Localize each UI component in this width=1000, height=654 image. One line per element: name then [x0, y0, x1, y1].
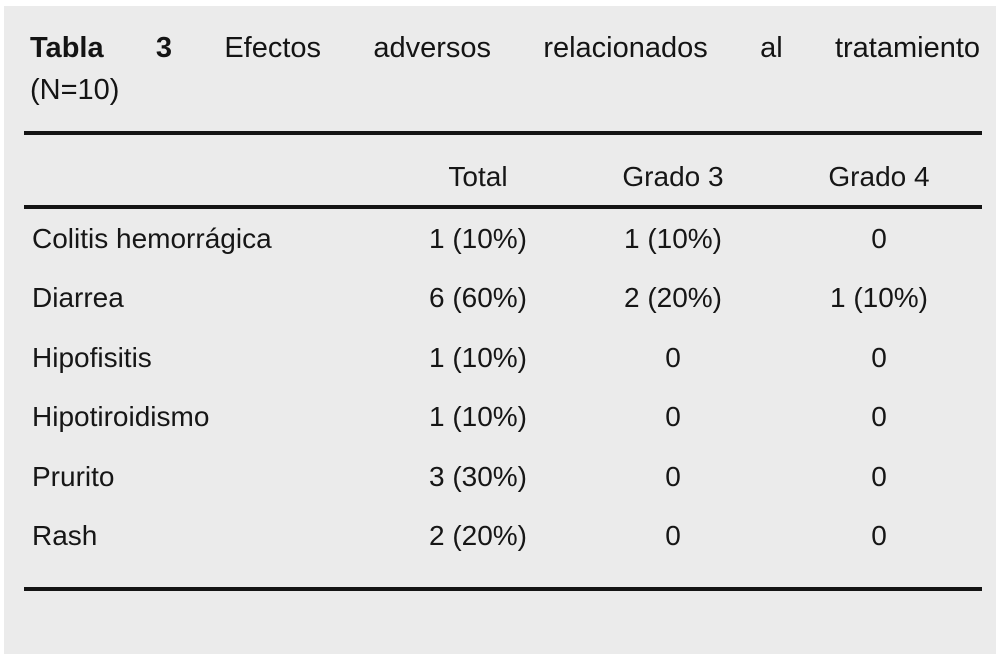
table-content: Tabla 3 Efectos adversos relacionados al…	[24, 6, 982, 591]
cell-grado4: 0	[871, 460, 887, 492]
table-panel: Tabla 3 Efectos adversos relacionados al…	[4, 6, 996, 654]
cell-grado3: 2 (20%)	[623, 282, 723, 314]
rule-above-header	[24, 131, 982, 135]
cell-total: 1 (10%)	[428, 341, 528, 373]
cell-grado3: 1 (10%)	[623, 222, 723, 254]
rule-table-bottom	[24, 587, 982, 591]
row-label: Rash	[32, 520, 98, 552]
cell-grado4: 0	[871, 401, 887, 433]
header-cell-grado3: Grado 3	[622, 161, 724, 192]
header-cell-total: Total	[448, 161, 508, 192]
cell-grado3: 0	[665, 520, 681, 552]
row-label: Diarrea	[32, 282, 124, 314]
table-number: Tabla 3	[30, 32, 173, 64]
header-cell-grado4: Grado 4	[828, 161, 930, 192]
cell-grado3: 0	[665, 341, 681, 373]
cell-total: 1 (10%)	[428, 401, 528, 433]
cell-grado4: 1 (10%)	[829, 282, 929, 314]
table-caption-note: (N=10)	[30, 74, 120, 106]
cell-grado4: 0	[871, 222, 887, 254]
table-header-row: Total Grado 3 Grado 4	[24, 135, 982, 205]
row-label: Colitis hemorrágica	[32, 222, 272, 254]
header-cell-empty	[24, 135, 386, 205]
cell-total: 2 (20%)	[428, 520, 528, 552]
row-label: Prurito	[32, 460, 115, 492]
cell-total: 6 (60%)	[428, 282, 528, 314]
cell-total: 1 (10%)	[428, 222, 528, 254]
rule-below-header	[24, 205, 982, 209]
table-caption-text: Efectos adversos relacionados al tratami…	[224, 32, 981, 64]
row-label: Hipofisitis	[32, 341, 152, 373]
cell-grado4: 0	[871, 341, 887, 373]
row-label: Hipotiroidismo	[32, 401, 210, 433]
table-caption-line1: Tabla 3 Efectos adversos relacionados al…	[30, 27, 980, 69]
cell-total: 3 (30%)	[428, 460, 528, 492]
table-body: Colitis hemorrágica 1 (10%) 1 (10%) 0 Di…	[24, 209, 982, 566]
table-caption: Tabla 3 Efectos adversos relacionados al…	[24, 6, 982, 111]
cell-grado3: 0	[665, 460, 681, 492]
cell-grado3: 0	[665, 401, 681, 433]
cell-grado4: 0	[871, 520, 887, 552]
